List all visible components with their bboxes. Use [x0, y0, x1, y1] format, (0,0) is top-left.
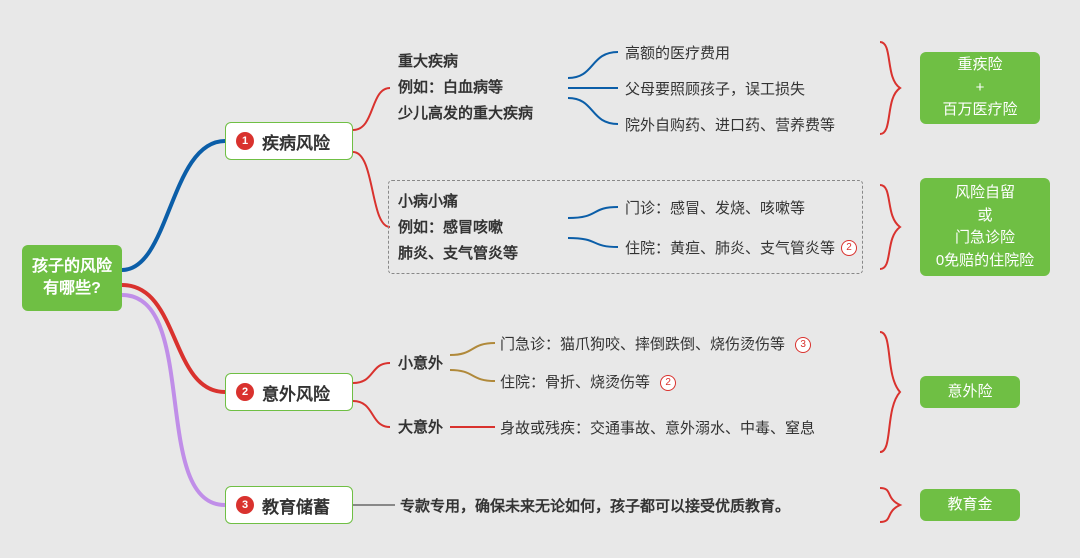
root-label: 孩子的风险 有哪些? [32, 256, 112, 301]
badge-1: 1 [236, 132, 254, 150]
minor-leaf-2: 住院：黄疸、肺炎、支气管炎等 2 [625, 237, 835, 261]
minor-leaf-2-text: 住院：黄疸、肺炎、支气管炎等 [625, 240, 835, 257]
big-accident-leaf: 身故或残疾：交通事故、意外溺水、中毒、窒息 [500, 417, 815, 441]
right-box-4-text: 教育金 [947, 494, 992, 517]
major-leaf-2: 父母要照顾孩子，误工损失 [625, 78, 805, 102]
small-accident-leaf-2-text: 住院：骨折、烧烫伤等 [500, 374, 650, 391]
right-box-2: 风险自留 或 门急诊险 0免赔的住院险 [920, 178, 1050, 276]
right-box-1: 重疾险 + 百万医疗险 [920, 52, 1040, 124]
branch-accident-label: 意外风险 [262, 380, 330, 405]
major-illness-l2: 例如：白血病等 [398, 76, 503, 100]
education-leaf: 专款专用，确保未来无论如何，孩子都可以接受优质教育。 [400, 495, 790, 519]
badge-2: 2 [236, 383, 254, 401]
right-box-4: 教育金 [920, 489, 1020, 521]
small-accident-leaf-1-num: 3 [795, 337, 811, 353]
small-accident-leaf-1: 门急诊：猫爪狗咬、摔倒跌倒、烧伤烫伤等 3 [500, 333, 811, 357]
minor-illness-l2: 例如：感冒咳嗽 [398, 216, 503, 240]
root-node: 孩子的风险 有哪些? [22, 245, 122, 311]
small-accident-leaf-2-num: 2 [660, 375, 676, 391]
badge-3: 3 [236, 496, 254, 514]
major-illness-l3: 少儿高发的重大疾病 [398, 102, 533, 126]
branch-accident: 2 意外风险 [225, 373, 353, 411]
branch-education-label: 教育储蓄 [262, 493, 330, 518]
right-box-3-text: 意外险 [947, 381, 992, 404]
connector-svg [0, 0, 1080, 558]
major-leaf-3: 院外自购药、进口药、营养费等 [625, 114, 835, 138]
right-box-2-text: 风险自留 或 门急诊险 0免赔的住院险 [936, 182, 1034, 272]
small-accident-leaf-1-text: 门急诊：猫爪狗咬、摔倒跌倒、烧伤烫伤等 [500, 336, 785, 353]
minor-leaf-1: 门诊：感冒、发烧、咳嗽等 [625, 197, 805, 221]
right-box-3: 意外险 [920, 376, 1020, 408]
minor-illness-l3: 肺炎、支气管炎等 [398, 242, 518, 266]
branch-illness-label: 疾病风险 [262, 129, 330, 154]
small-accident-label: 小意外 [398, 352, 443, 376]
major-leaf-1: 高额的医疗费用 [625, 42, 730, 66]
branch-education: 3 教育储蓄 [225, 486, 353, 524]
branch-illness: 1 疾病风险 [225, 122, 353, 160]
minor-illness-l1: 小病小痛 [398, 190, 458, 214]
minor-leaf-2-num: 2 [841, 240, 857, 256]
major-illness-l1: 重大疾病 [398, 50, 458, 74]
small-accident-leaf-2: 住院：骨折、烧烫伤等 2 [500, 371, 676, 395]
right-box-1-text: 重疾险 + 百万医疗险 [942, 54, 1017, 122]
big-accident-label: 大意外 [398, 416, 443, 440]
